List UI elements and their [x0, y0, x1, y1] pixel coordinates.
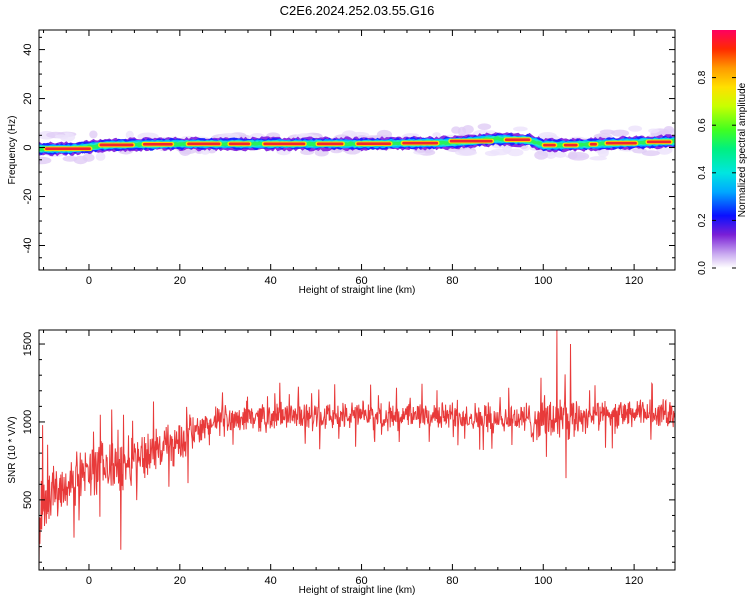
snr-x-tick-label: 80: [446, 575, 458, 587]
spectrogram-halo: [462, 124, 474, 134]
spectrogram-ridge-red: [449, 139, 493, 143]
spectrogram-x-tick-label: 80: [446, 275, 458, 287]
spectrogram-halo: [376, 129, 393, 139]
spectrogram-halo: [432, 132, 441, 138]
colorbar-tick-label: 0.8: [697, 70, 708, 84]
spectrogram-y-tick-label: -20: [22, 189, 34, 205]
spectrogram-halo: [641, 150, 660, 157]
spectrogram-y-tick-label: 20: [22, 92, 34, 104]
spectrogram-ridge-red: [263, 142, 306, 146]
spectrogram-halo: [534, 150, 549, 160]
snr-x-tick-label: 0: [86, 575, 92, 587]
spectrogram-ridge-red: [646, 140, 672, 144]
spectrogram-ridge-red: [228, 142, 251, 146]
spectrogram-halo: [513, 126, 528, 132]
snr-x-tick-label: 60: [355, 575, 367, 587]
colorbar-tick-label: 0.2: [697, 213, 708, 227]
snr-series-line: [39, 330, 675, 569]
spectrogram-halo: [628, 125, 643, 132]
spectrogram-x-tick-label: 120: [625, 275, 643, 287]
spectrogram-halo: [73, 155, 88, 165]
spectrogram-halo: [54, 134, 67, 139]
snr-x-axis-label: Height of straight line (km): [299, 585, 416, 596]
snr-x-tick-label: 120: [625, 575, 643, 587]
colorbar-gradient: [712, 30, 736, 268]
spectrogram-halo: [200, 149, 210, 155]
spectrogram-x-tick-label: 20: [174, 275, 186, 287]
colorbar-tick-label: 0.0: [697, 261, 708, 275]
spectrogram-ridge-red: [589, 142, 597, 146]
spectrogram-ridge-red: [605, 141, 637, 145]
spectrogram-halo: [89, 130, 98, 139]
snr-x-tick-label: 40: [265, 575, 277, 587]
spectrogram-halo: [502, 144, 512, 154]
spectrogram-panel: 0 20 40 60 80 100 120 -40 -20 0 20 40 Height of str…: [7, 29, 676, 296]
spectrogram-ridge-red: [356, 142, 392, 146]
spectrogram-x-tick-label: 0: [86, 275, 92, 287]
spectrogram-y-tick-label: -40: [22, 238, 34, 254]
spectrogram-ridge-red: [316, 142, 344, 146]
spectrogram-halo: [538, 132, 557, 140]
snr-x-tick-label: 20: [174, 575, 186, 587]
spectrogram-x-tick-label: 40: [265, 275, 277, 287]
colorbar-label: Normalized spectral amplitude: [737, 82, 748, 217]
spectrogram-ridge-red: [45, 147, 91, 151]
spectrogram-halo: [554, 151, 567, 158]
spectrogram-halo: [632, 148, 647, 154]
spectrogram-halo: [610, 129, 630, 137]
spectrogram-halo: [455, 149, 477, 156]
spectrogram-y-tick-label: 0: [22, 144, 34, 150]
spectrogram-halo: [648, 128, 660, 134]
spectrogram-ridge-red: [402, 141, 439, 145]
chart-title: C2E6.2024.252.03.55.G16: [280, 3, 435, 18]
spectrogram-frame: [38, 29, 676, 271]
spectrogram-x-axis-label: Height of straight line (km): [299, 285, 416, 296]
spectrogram-y-tick-label: 40: [22, 43, 34, 55]
spectrogram-halo: [568, 152, 590, 161]
spectrogram-ridge-red: [543, 143, 556, 147]
snr-panel: 0 20 40 60 80 100 120 500 1000 1500 Height of str…: [7, 329, 676, 596]
snr-x-tick-label: 100: [534, 575, 552, 587]
spectrogram-halo: [484, 150, 500, 157]
spectrogram-halo: [477, 123, 492, 130]
spectrogram-x-tick-label: 60: [355, 275, 367, 287]
snr-y-axis-label: SNR (10 * V/V): [7, 416, 18, 483]
spectrogram-ridge-red: [187, 142, 221, 146]
spectrogram-y-axis-label: Frequency (Hz): [7, 116, 18, 185]
spectrogram-ridge-red: [504, 138, 531, 142]
spectrogram-halo: [125, 130, 134, 140]
spectrogram-ridge-red: [143, 142, 173, 146]
colorbar-tick-label: 0.6: [697, 118, 708, 132]
spectrogram-halo: [95, 152, 106, 161]
colorbar: 0.0 0.2 0.4 0.6 0.8 Normalized spectral ampl…: [697, 30, 748, 275]
spectrogram-ridge-red: [563, 143, 578, 147]
colorbar-tick-label: 0.4: [697, 165, 708, 179]
snr-y-tick-label: 500: [22, 491, 34, 509]
spectrogram-halo: [663, 125, 675, 134]
snr-y-tick-label: 1500: [22, 332, 34, 356]
spectrogram-halo: [39, 156, 52, 165]
spectrogram-x-tick-label: 100: [534, 275, 552, 287]
snr-frame: [38, 329, 676, 571]
snr-y-tick-label: 1000: [22, 410, 34, 434]
spectrogram-halo: [597, 147, 609, 158]
spectrogram-halo: [589, 156, 608, 161]
spectrogram-ridge-red: [99, 143, 134, 147]
